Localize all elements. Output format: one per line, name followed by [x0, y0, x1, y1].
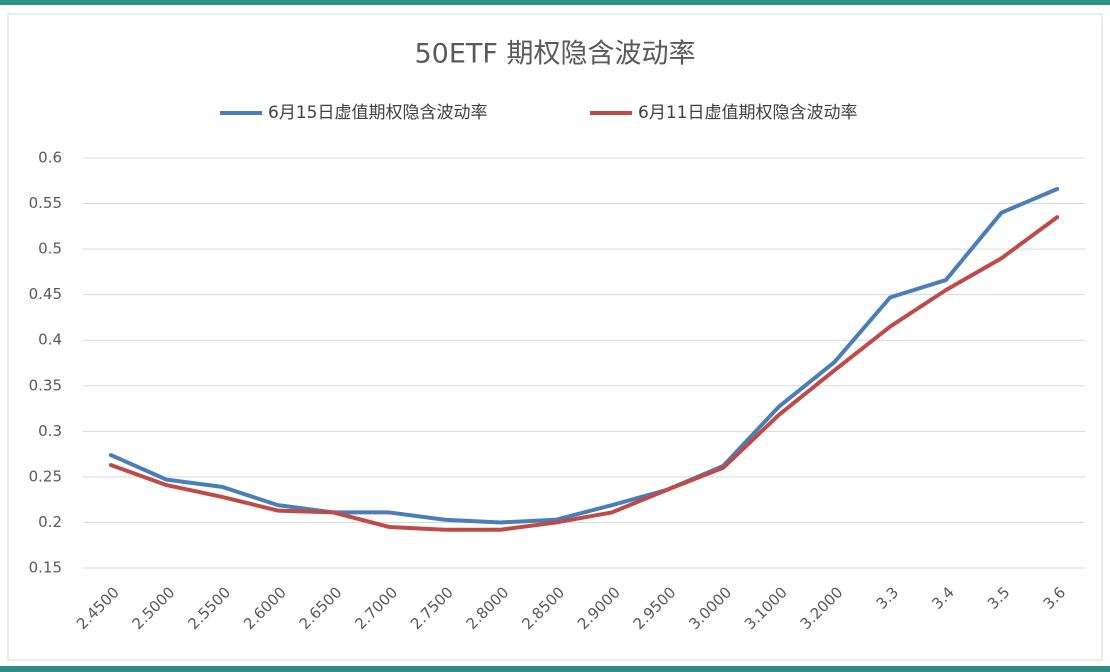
- y-tick-label: 0.15: [29, 559, 62, 577]
- bottom-border: [0, 666, 1110, 672]
- chart-frame: [7, 13, 1103, 661]
- y-tick-label: 0.6: [38, 149, 62, 167]
- series-line: [108, 186, 1060, 525]
- legend-label: 6月15日虚值期权隐含波动率: [268, 103, 487, 123]
- chart-title: 50ETF 期权隐含波动率: [414, 39, 695, 70]
- y-tick-label: 0.55: [29, 194, 62, 212]
- y-tick-label: 0.5: [38, 240, 62, 258]
- series-line: [108, 215, 1060, 532]
- y-tick-label: 0.35: [29, 376, 62, 394]
- legend-label: 6月11日虚值期权隐含波动率: [638, 103, 857, 123]
- y-tick-label: 0.2: [38, 513, 62, 531]
- y-tick-label: 0.25: [29, 467, 62, 485]
- top-border: [0, 0, 1110, 5]
- y-tick-label: 0.45: [29, 285, 62, 303]
- y-tick-label: 0.4: [38, 331, 62, 349]
- y-tick-label: 0.3: [38, 422, 62, 440]
